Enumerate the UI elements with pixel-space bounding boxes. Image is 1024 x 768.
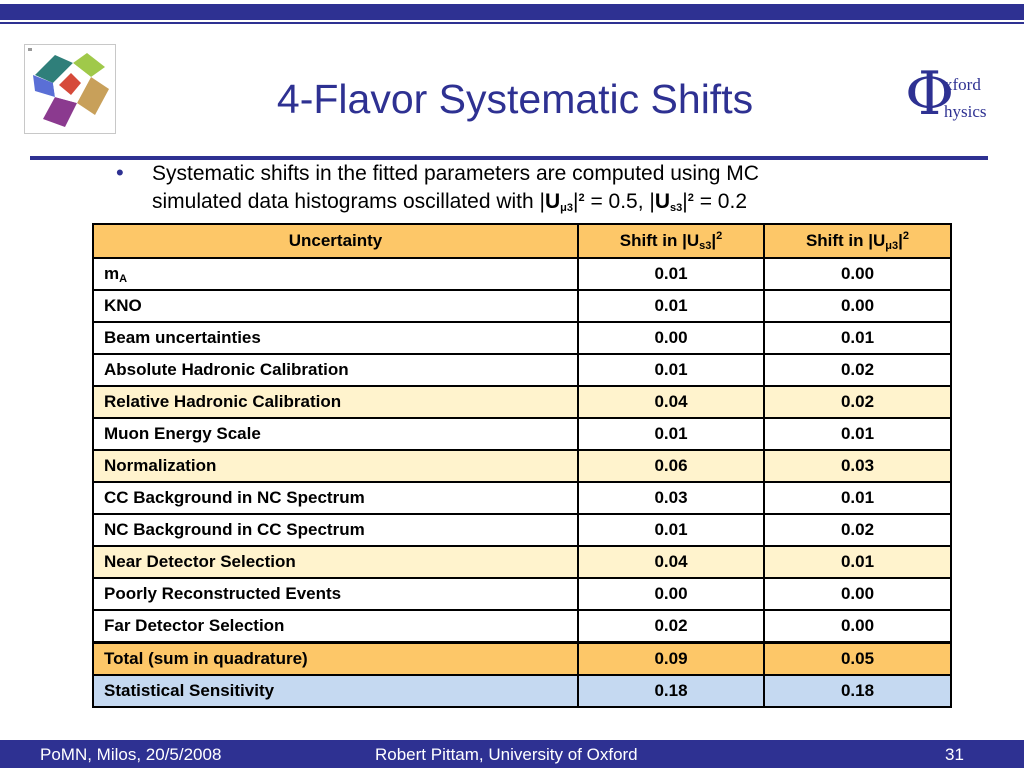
u-s3-value: = 0.2 bbox=[693, 190, 748, 213]
row-label: KNO bbox=[92, 289, 579, 323]
page-number: 31 bbox=[945, 745, 964, 764]
shift-us3-value: 0.01 bbox=[577, 417, 765, 451]
u-mu3-value: = 0.5, | bbox=[584, 190, 655, 213]
shift-us3-value: 0.01 bbox=[577, 257, 765, 291]
systematic-shifts-table: Uncertainty Shift in |Us3|2 Shift in |Uμ… bbox=[92, 223, 952, 708]
table-row: mA 0.01 0.00 bbox=[92, 257, 952, 291]
table-row-highlighted: Normalization 0.06 0.03 bbox=[92, 449, 952, 483]
shift-umu3-value: 0.01 bbox=[763, 545, 952, 579]
row-label: Muon Energy Scale bbox=[92, 417, 579, 451]
bullet-line-2-prefix: simulated data histograms oscillated wit… bbox=[152, 190, 545, 213]
table-row: KNO 0.01 0.00 bbox=[92, 289, 952, 323]
shift-umu3-value: 0.00 bbox=[763, 289, 952, 323]
shift-us3-value: 0.03 bbox=[577, 481, 765, 515]
table-row: NC Background in CC Spectrum 0.01 0.02 bbox=[92, 513, 952, 547]
physics-logo-word: hysics bbox=[944, 102, 987, 121]
title-divider bbox=[30, 156, 988, 160]
top-bar bbox=[0, 4, 1024, 20]
table-row: Absolute Hadronic Calibration 0.01 0.02 bbox=[92, 353, 952, 387]
shift-us3-value: 0.01 bbox=[577, 513, 765, 547]
table-row: Poorly Reconstructed Events 0.00 0.00 bbox=[92, 577, 952, 611]
shift-umu3-value: 0.18 bbox=[763, 674, 952, 708]
shift-us3-value: 0.06 bbox=[577, 449, 765, 483]
shift-us3-value: 0.00 bbox=[577, 577, 765, 611]
bullet-marker: • bbox=[116, 160, 124, 185]
row-label: Near Detector Selection bbox=[92, 545, 579, 579]
bullet-text: Systematic shifts in the fitted paramete… bbox=[152, 162, 759, 214]
header-shift-umu3: Shift in |Uμ3|2 bbox=[763, 223, 952, 259]
shift-us3-value: 0.01 bbox=[577, 353, 765, 387]
shift-us3-value: 0.04 bbox=[577, 385, 765, 419]
phi-logo-glyph: Φ bbox=[905, 59, 955, 129]
header-uncertainty: Uncertainty bbox=[92, 223, 579, 259]
shift-us3-value: 0.02 bbox=[577, 609, 765, 644]
shift-us3-value: 0.18 bbox=[577, 674, 765, 708]
table-row: Far Detector Selection 0.02 0.00 bbox=[92, 609, 952, 644]
header-shift-us3: Shift in |Us3|2 bbox=[577, 223, 765, 259]
shift-us3-value: 0.04 bbox=[577, 545, 765, 579]
u-s3-symbol: Us3 bbox=[654, 190, 683, 214]
shift-umu3-value: 0.01 bbox=[763, 321, 952, 355]
shift-umu3-value: 0.00 bbox=[763, 257, 952, 291]
u-mu3-symbol: Uμ3 bbox=[544, 190, 574, 214]
shift-us3-value: 0.01 bbox=[577, 289, 765, 323]
table-row: Beam uncertainties 0.00 0.01 bbox=[92, 321, 952, 355]
table-row-highlighted: Near Detector Selection 0.04 0.01 bbox=[92, 545, 952, 579]
table-row-highlighted: Relative Hadronic Calibration 0.04 0.02 bbox=[92, 385, 952, 419]
shift-umu3-value: 0.05 bbox=[763, 641, 952, 676]
row-label: CC Background in NC Spectrum bbox=[92, 481, 579, 515]
oxford-physics-logo: Φ xford hysics bbox=[905, 62, 1015, 132]
shift-umu3-value: 0.02 bbox=[763, 353, 952, 387]
shift-umu3-value: 0.00 bbox=[763, 609, 952, 644]
bullet-line-1: Systematic shifts in the fitted paramete… bbox=[152, 162, 759, 185]
row-label: NC Background in CC Spectrum bbox=[92, 513, 579, 547]
shift-us3-value: 0.09 bbox=[577, 641, 765, 676]
triangular-knot-logo-icon bbox=[24, 44, 116, 134]
row-label: Normalization bbox=[92, 449, 579, 483]
oxford-logo-word: xford bbox=[944, 75, 981, 94]
footer-author: Robert Pittam, University of Oxford bbox=[375, 745, 638, 764]
row-label: mA bbox=[92, 257, 579, 291]
table-header-row: Uncertainty Shift in |Us3|2 Shift in |Uμ… bbox=[92, 223, 952, 259]
shift-umu3-value: 0.01 bbox=[763, 417, 952, 451]
row-label: Total (sum in quadrature) bbox=[92, 641, 579, 676]
table-row: Muon Energy Scale 0.01 0.01 bbox=[92, 417, 952, 451]
shift-umu3-value: 0.00 bbox=[763, 577, 952, 611]
shift-umu3-value: 0.03 bbox=[763, 449, 952, 483]
shift-umu3-value: 0.02 bbox=[763, 513, 952, 547]
row-label: Beam uncertainties bbox=[92, 321, 579, 355]
shift-us3-value: 0.00 bbox=[577, 321, 765, 355]
row-label: Absolute Hadronic Calibration bbox=[92, 353, 579, 387]
row-label: Relative Hadronic Calibration bbox=[92, 385, 579, 419]
slide-title: 4-Flavor Systematic Shifts bbox=[276, 76, 754, 122]
row-label: Far Detector Selection bbox=[92, 609, 579, 644]
footer-bar: PoMN, Milos, 20/5/2008 Robert Pittam, Un… bbox=[0, 740, 1024, 768]
shift-umu3-value: 0.01 bbox=[763, 481, 952, 515]
footer-event: PoMN, Milos, 20/5/2008 bbox=[40, 745, 222, 764]
table-row: CC Background in NC Spectrum 0.03 0.01 bbox=[92, 481, 952, 515]
table-row-statistical: Statistical Sensitivity 0.18 0.18 bbox=[92, 674, 952, 708]
row-label: Statistical Sensitivity bbox=[92, 674, 579, 708]
table-row-total: Total (sum in quadrature) 0.09 0.05 bbox=[92, 641, 952, 676]
shift-umu3-value: 0.02 bbox=[763, 385, 952, 419]
top-bar-line bbox=[0, 22, 1024, 24]
row-label: Poorly Reconstructed Events bbox=[92, 577, 579, 611]
